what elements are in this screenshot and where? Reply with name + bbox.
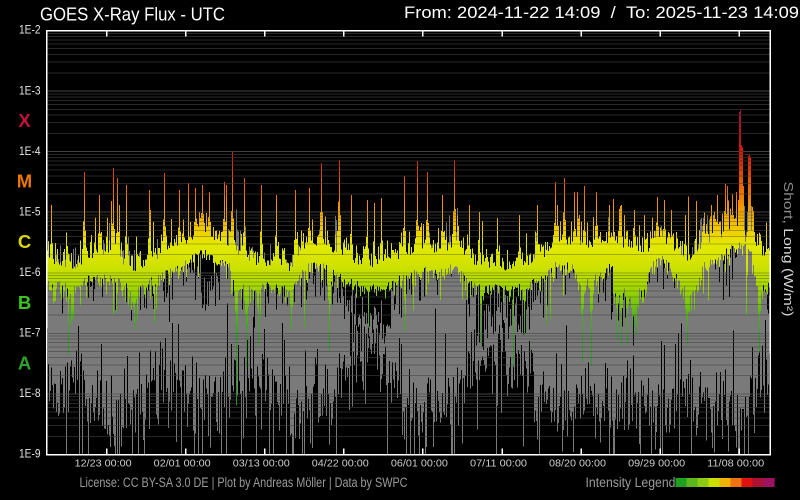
svg-text:06/01 00:00: 06/01 00:00 xyxy=(391,458,448,470)
svg-text:A: A xyxy=(18,352,31,373)
svg-text:From: 2024-11-22 14:09 / To:: From: 2024-11-22 14:09 / To: 2025-11-23 … xyxy=(404,4,799,22)
svg-text:Intensity Legend: Intensity Legend xyxy=(586,475,676,490)
svg-text:License: CC BY-SA 3.0 DE | Plo: License: CC BY-SA 3.0 DE | Plot by Andre… xyxy=(80,475,408,490)
svg-text:1E-6: 1E-6 xyxy=(19,267,41,279)
svg-text:C: C xyxy=(18,231,31,252)
svg-text:1E-2: 1E-2 xyxy=(19,25,41,37)
svg-text:04/22 00:00: 04/22 00:00 xyxy=(312,458,369,470)
svg-text:07/11 00:00: 07/11 00:00 xyxy=(470,458,527,470)
svg-text:09/29 00:00: 09/29 00:00 xyxy=(628,458,685,470)
svg-text:Short, Long (W/m²): Short, Long (W/m²) xyxy=(781,182,796,317)
svg-text:08/20 00:00: 08/20 00:00 xyxy=(549,458,606,470)
svg-text:1E-3: 1E-3 xyxy=(19,85,41,97)
svg-text:02/01 00:00: 02/01 00:00 xyxy=(154,458,211,470)
svg-text:1E-7: 1E-7 xyxy=(19,328,41,340)
svg-text:1E-5: 1E-5 xyxy=(19,206,41,218)
svg-text:11/08 00:00: 11/08 00:00 xyxy=(707,458,764,470)
svg-text:1E-8: 1E-8 xyxy=(19,388,41,400)
svg-text:B: B xyxy=(18,292,31,313)
svg-text:12/23 00:00: 12/23 00:00 xyxy=(75,458,132,470)
svg-text:X: X xyxy=(18,110,31,131)
svg-text:1E-4: 1E-4 xyxy=(19,146,41,158)
svg-text:03/13 00:00: 03/13 00:00 xyxy=(233,458,290,470)
svg-text:1E-9: 1E-9 xyxy=(19,449,41,461)
svg-text:GOES X-Ray Flux - UTC: GOES X-Ray Flux - UTC xyxy=(40,5,225,25)
svg-text:M: M xyxy=(17,171,32,192)
